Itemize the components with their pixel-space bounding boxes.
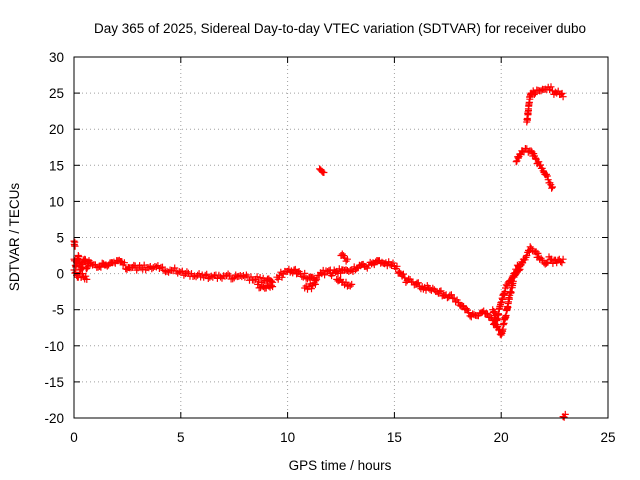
data-point-trace [559,410,569,421]
x-tick-label: 15 [387,430,402,445]
data-point-trace [489,259,527,324]
y-tick-label: -5 [52,303,64,318]
x-tick-label: 10 [280,430,295,445]
x-tick-label: 0 [70,430,78,445]
data-point-trace [523,83,567,126]
data-point-trace [273,265,334,285]
y-tick-label: 0 [56,267,64,282]
data-point-trace [254,280,277,292]
y-tick-label: -20 [44,411,64,426]
data-point-trace [512,145,556,192]
data-point-trace [316,165,328,176]
y-tick-label: 20 [49,122,64,137]
y-tick-label: 10 [49,194,64,209]
data-point-trace [326,243,567,339]
y-axis-label: SDTVAR / TECUs [7,183,22,292]
grid-lines [74,57,608,418]
x-axis-label: GPS time / hours [289,458,392,473]
y-tick-label: 30 [49,50,64,65]
y-tick-label: -10 [44,339,64,354]
data-point-trace [337,250,351,265]
x-tick-label: 5 [177,430,185,445]
data-point-trace [301,279,319,293]
chart-title: Day 365 of 2025, Sidereal Day-to-day VTE… [94,21,586,36]
y-tick-label: 5 [56,231,64,246]
y-tick-label: 25 [49,86,64,101]
data-point-trace [333,275,356,290]
x-tick-label: 20 [494,430,509,445]
y-tick-label: -15 [44,375,64,390]
y-tick-label: 15 [49,158,64,173]
x-tick-label: 25 [600,430,615,445]
axis-ticks: 0 5 10 15 20 25 -20 -15 -10 -5 0 5 10 15 20 25 30 [44,50,615,445]
